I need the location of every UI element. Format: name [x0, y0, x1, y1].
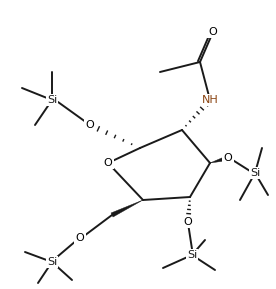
- Text: Si: Si: [47, 257, 57, 267]
- Polygon shape: [111, 200, 143, 217]
- Text: O: O: [209, 27, 217, 37]
- Text: O: O: [184, 217, 192, 227]
- Text: NH: NH: [202, 95, 218, 105]
- Text: Si: Si: [250, 168, 260, 178]
- Text: Si: Si: [47, 95, 57, 105]
- Text: O: O: [224, 153, 232, 163]
- Text: O: O: [86, 120, 94, 130]
- Text: O: O: [104, 158, 112, 168]
- Text: O: O: [76, 233, 84, 243]
- Text: Si: Si: [187, 250, 197, 260]
- Polygon shape: [210, 155, 229, 163]
